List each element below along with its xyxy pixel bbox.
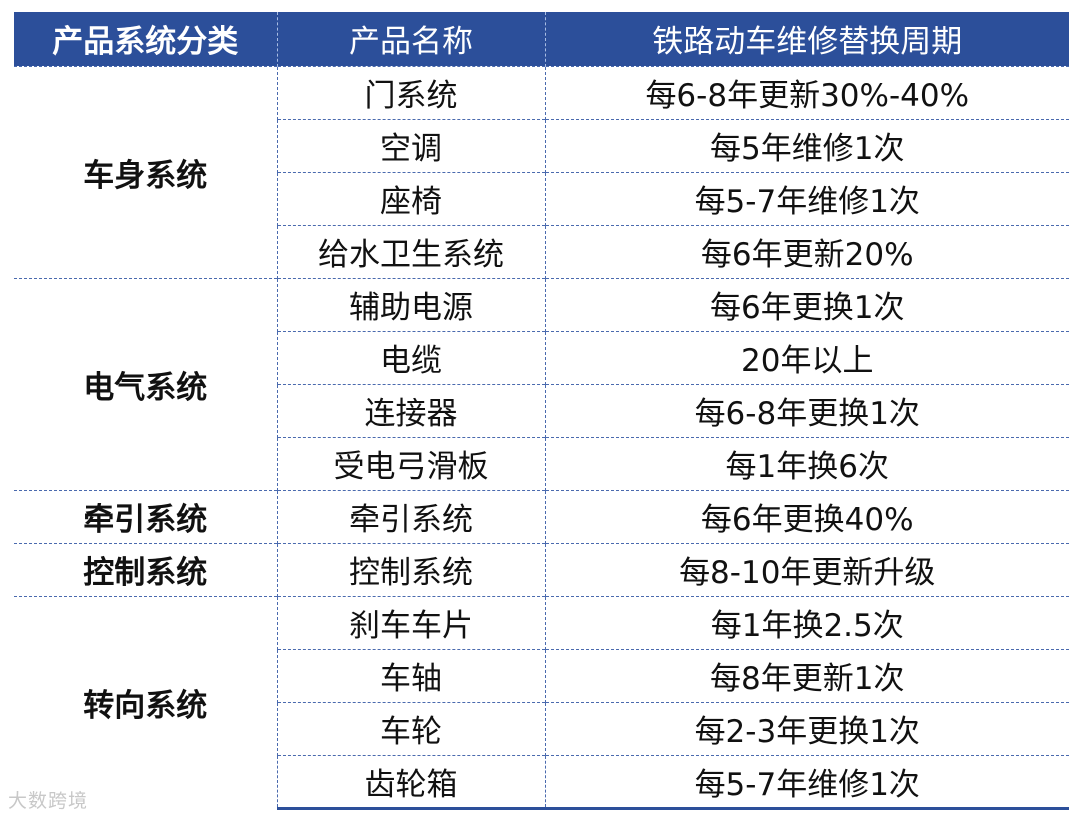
- product-name-cell: 辅助电源: [276, 277, 545, 331]
- table-row: 控制系统 控制系统 每8-10年更新升级: [14, 542, 1069, 596]
- cycle-cell: 每6年更新20%: [544, 224, 1069, 278]
- product-name-cell: 刹车车片: [276, 595, 545, 649]
- cycle-cell: 每2-3年更换1次: [544, 701, 1069, 755]
- cycle-cell: 每1年换6次: [544, 436, 1069, 490]
- table-row: 给水卫生系统 每6年更新20%: [14, 224, 1069, 278]
- product-name-cell: 牵引系统: [276, 489, 545, 543]
- table-row: 车身系统 门系统 每6-8年更新30%-40%: [14, 65, 1069, 278]
- cycle-cell: 每1年换2.5次: [544, 595, 1069, 649]
- product-name-cell: 控制系统: [276, 542, 545, 596]
- header-replacement-cycle: 铁路动车维修替换周期: [544, 12, 1069, 66]
- table-row: 座椅 每5-7年维修1次: [14, 171, 1069, 225]
- table-row: 电缆 20年以上: [14, 330, 1069, 384]
- table-row: 连接器 每6-8年更换1次: [14, 383, 1069, 437]
- cycle-cell: 每8年更新1次: [544, 648, 1069, 702]
- table-row: 牵引系统 牵引系统 每6年更换40%: [14, 489, 1069, 543]
- cycle-cell: 每8-10年更新升级: [544, 542, 1069, 596]
- watermark: 大数跨境: [8, 786, 88, 813]
- category-cell: 牵引系统: [14, 489, 277, 543]
- table-row: 车轮 每2-3年更换1次: [14, 701, 1069, 755]
- watermark-text: 大数跨境: [8, 790, 89, 812]
- category-cell: 控制系统: [14, 542, 277, 596]
- table-body: 车身系统 门系统 每6-8年更新30%-40% 空调 每5年维修1次 座椅 每5…: [14, 65, 1069, 810]
- maintenance-table-container: 产品系统分类 产品名称 铁路动车维修替换周期 车身系统 门系统 每6-8年更新3…: [14, 12, 1069, 810]
- header-category: 产品系统分类: [14, 12, 277, 66]
- header-product-name: 产品名称: [276, 12, 545, 66]
- category-cell: 车身系统: [14, 65, 277, 278]
- table-row: 空调 每5年维修1次: [14, 118, 1069, 172]
- cycle-cell: 每6-8年更换1次: [544, 383, 1069, 437]
- product-name-cell: 座椅: [276, 171, 545, 225]
- product-name-cell: 空调: [276, 118, 545, 172]
- cycle-cell: 每5年维修1次: [544, 118, 1069, 172]
- product-name-cell: 受电弓滑板: [276, 436, 545, 490]
- cycle-cell: 每5-7年维修1次: [544, 754, 1069, 810]
- maintenance-cycle-table: 产品系统分类 产品名称 铁路动车维修替换周期 车身系统 门系统 每6-8年更新3…: [14, 12, 1069, 810]
- table-row: 车轴 每8年更新1次: [14, 648, 1069, 702]
- cycle-cell: 每6年更换1次: [544, 277, 1069, 331]
- cycle-cell: 每6-8年更新30%-40%: [544, 65, 1069, 119]
- table-row: 电气系统 辅助电源 每6年更换1次: [14, 277, 1069, 490]
- product-name-cell: 车轴: [276, 648, 545, 702]
- table-row: 齿轮箱 每5-7年维修1次: [14, 754, 1069, 810]
- table-header: 产品系统分类 产品名称 铁路动车维修替换周期: [14, 12, 1069, 66]
- product-name-cell: 给水卫生系统: [276, 224, 545, 278]
- cycle-cell: 每5-7年维修1次: [544, 171, 1069, 225]
- table-row: 转向系统 刹车车片 每1年换2.5次: [14, 595, 1069, 808]
- category-cell: 电气系统: [14, 277, 277, 490]
- cycle-cell: 每6年更换40%: [544, 489, 1069, 543]
- product-name-cell: 门系统: [276, 65, 545, 119]
- product-name-cell: 电缆: [276, 330, 545, 384]
- cycle-cell: 20年以上: [544, 330, 1069, 384]
- category-cell: 转向系统: [14, 595, 277, 808]
- header-row: 产品系统分类 产品名称 铁路动车维修替换周期: [14, 12, 1069, 66]
- product-name-cell: 齿轮箱: [276, 754, 545, 810]
- product-name-cell: 连接器: [276, 383, 545, 437]
- table-row: 受电弓滑板 每1年换6次: [14, 436, 1069, 490]
- product-name-cell: 车轮: [276, 701, 545, 755]
